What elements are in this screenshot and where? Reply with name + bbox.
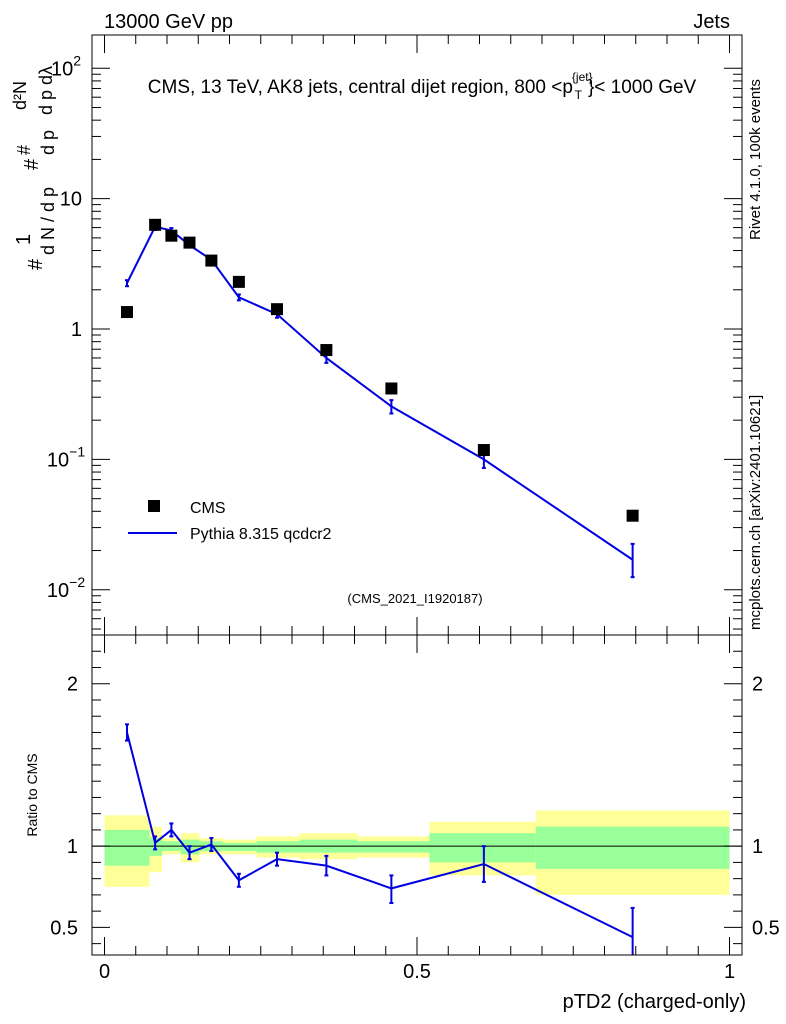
legend: CMS Pythia 8.315 qcdcr2	[128, 500, 332, 543]
watermark: (CMS_2021_I1920187)	[347, 591, 482, 606]
ratio-y-tick-label-left: 2	[67, 674, 78, 696]
title-t-subscript: T	[575, 88, 583, 102]
y-tick-label: 10−2	[47, 574, 85, 602]
ratio-band-inner	[357, 841, 430, 853]
y-tick-label: 1	[71, 319, 82, 341]
ratio-band-inner	[535, 826, 730, 869]
x-tick-label: 0	[99, 961, 110, 983]
cms-data-point	[165, 229, 178, 242]
cms-data-point	[205, 254, 218, 267]
ratio-bands	[92, 810, 742, 895]
mcplots-label: mcplots.cern.ch [arXiv:2401.10621]	[747, 395, 764, 630]
ratio-series	[125, 723, 635, 955]
title-jet-superscript: {jet}	[572, 70, 593, 84]
y-tick-base: 10	[47, 580, 69, 602]
title-part-2: }< 1000 GeV	[588, 77, 697, 98]
cms-data-point	[626, 509, 639, 522]
x-tick-label: 0.5	[403, 961, 431, 983]
y-tick-label: 10−1	[47, 443, 85, 471]
legend-cms-label: CMS	[190, 500, 226, 517]
ratio-band-inner	[256, 841, 300, 853]
y-label-text: # 1 d N / d p # # d p d²N d p dλ	[9, 66, 59, 270]
ratio-y-tick-label-left: 1	[67, 836, 78, 858]
ratio-y-tick-label-right: 0.5	[752, 917, 780, 939]
x-axis: 0 0.5 1	[99, 35, 735, 983]
cms-data-point	[320, 344, 333, 357]
ratio-band-inner	[223, 842, 257, 852]
ratio-y-tick-label-left: 0.5	[50, 917, 78, 939]
ratio-frame	[91, 634, 743, 956]
y-tick-exp: 2	[73, 52, 81, 68]
cms-data-point	[385, 382, 398, 395]
cms-data-point	[271, 303, 283, 316]
header-right: Jets	[693, 11, 730, 33]
cms-data-point	[183, 236, 196, 249]
y-tick-base: 10	[51, 58, 73, 80]
main-y-label: # 1 d N / d p # # d p d²N d p dλ	[9, 66, 59, 270]
main-title: CMS, 13 TeV, AK8 jets, central dijet reg…	[148, 70, 697, 102]
y-tick-base: 10	[47, 449, 69, 471]
y-tick-label: 10	[60, 189, 82, 211]
ratio-band-inner	[104, 829, 150, 866]
ratio-y-label: Ratio to CMS	[24, 753, 40, 836]
legend-cms-marker	[148, 500, 160, 512]
cms-data-point	[232, 275, 245, 288]
cms-data-point	[121, 306, 133, 319]
title-part-1: CMS, 13 TeV, AK8 jets, central dijet reg…	[148, 77, 573, 98]
cms-data-point	[149, 218, 162, 231]
ratio-band-inner	[429, 833, 536, 863]
ratio-y-axis: 0.5 0.5 1 1 2 2	[50, 650, 780, 945]
legend-pythia-label: Pythia 8.315 qcdcr2	[190, 526, 332, 543]
x-axis-label: pTD2 (charged-only)	[563, 991, 746, 1013]
ratio-y-tick-label-right: 2	[752, 674, 763, 696]
main-frame	[91, 34, 743, 636]
cms-data-point	[477, 444, 490, 457]
ratio-y-tick-label-right: 1	[752, 836, 763, 858]
y-tick-exp: −1	[69, 443, 85, 459]
y-tick-label: 102	[51, 52, 81, 80]
x-tick-label: 1	[724, 961, 735, 983]
header-left: 13000 GeV pp	[104, 11, 233, 33]
main-series	[121, 218, 639, 579]
y-tick-exp: −2	[69, 574, 85, 590]
rivet-label: Rivet 4.1.0, 100k events	[747, 79, 764, 240]
